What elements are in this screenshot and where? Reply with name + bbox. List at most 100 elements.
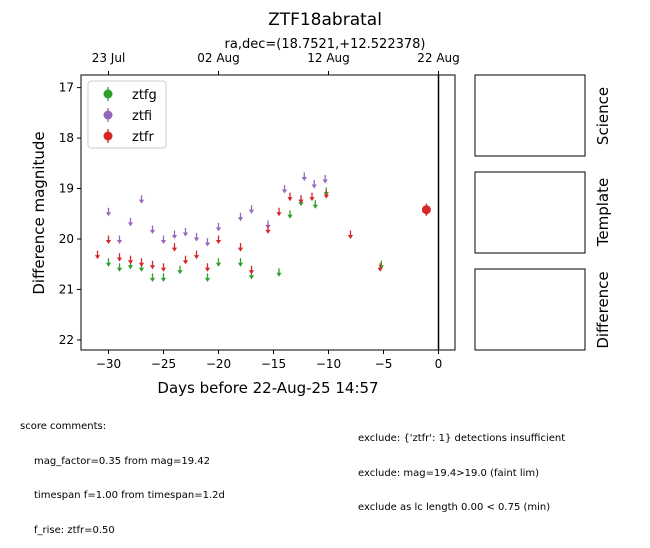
ztfi-limit-point xyxy=(116,235,123,245)
legend: ztfg ztfi ztfr xyxy=(87,80,167,149)
ztfr-detection-point xyxy=(421,205,431,215)
x-tick-label: −30 xyxy=(96,357,121,371)
x-tick-label: −5 xyxy=(375,357,393,371)
ztfr-limit-point xyxy=(105,235,112,245)
exclude-comment-line: exclude: {'ztfr': 1} detections insuffic… xyxy=(358,433,566,444)
ztfi-limit-point xyxy=(127,217,134,227)
ztfg-limit-point xyxy=(149,273,156,282)
exclude-comments: exclude: {'ztfr': 1} detections insuffic… xyxy=(358,410,565,525)
legend-item-ztfi: ztfi xyxy=(103,108,152,124)
ztfi-limit-point xyxy=(182,227,189,237)
ztfi-limit-point xyxy=(171,230,178,239)
top-axis-ticks: 23 Jul 02 Aug 12 Aug 22 Aug xyxy=(92,51,460,75)
y-tick-label: 21 xyxy=(59,282,74,296)
difference-label: Difference xyxy=(594,271,612,348)
top-tick-label: 23 Jul xyxy=(92,51,126,65)
ztfg-limit-point xyxy=(160,273,167,282)
top-tick-label: 22 Aug xyxy=(417,51,460,65)
y-tick-label: 22 xyxy=(59,333,74,347)
score-comments-heading: score comments: xyxy=(20,421,107,432)
ztfr-limit-point xyxy=(138,258,145,267)
legend-label: ztfr xyxy=(132,130,154,145)
ztfr-limit-point xyxy=(182,255,189,265)
ztfr-limit-point xyxy=(149,260,156,270)
plot-area: −30 −25 −20 −15 −10 −5 0 17 18 19 20 21 22 23 Jul 02… xyxy=(59,51,460,371)
ztfr-limit-point xyxy=(347,230,354,239)
y-tick-label: 17 xyxy=(59,81,74,95)
score-comments: score comments: mag_factor=0.35 from mag… xyxy=(20,398,225,548)
score-comment-line: f_rise: ztfr=0.50 xyxy=(34,524,115,536)
difference-panel xyxy=(474,268,586,351)
ztfi-limit-point xyxy=(160,235,167,245)
y-axis-ticks: 17 18 19 20 21 22 xyxy=(59,81,81,347)
data-marks xyxy=(94,172,431,282)
ztfr-limit-point xyxy=(248,265,255,275)
ztfr-limit-point xyxy=(298,195,304,204)
x-tick-label: 0 xyxy=(435,357,443,371)
template-label: Template xyxy=(594,178,612,247)
exclude-comment-line: exclude as lc length 0.00 < 0.75 (min) xyxy=(358,502,551,513)
x-tick-label: −20 xyxy=(206,357,231,371)
chart-subtitle: ra,dec=(18.7521,+12.522378) xyxy=(225,37,426,52)
ztfr-limit-point xyxy=(116,253,123,262)
ztfi-limit-point xyxy=(237,212,244,222)
ztfr-limit-point xyxy=(171,243,178,252)
legend-item-ztfr: ztfr xyxy=(103,129,154,145)
ztfi-limit-point xyxy=(204,238,211,247)
ztfi-limit-point xyxy=(311,180,317,189)
top-tick-label: 12 Aug xyxy=(307,51,350,65)
ztfi-limit-point xyxy=(248,205,255,214)
ztfg-limit-point xyxy=(312,200,318,209)
ztfi-limit-point xyxy=(215,222,222,232)
ztfr-limit-point xyxy=(204,263,211,272)
ztfr-limit-point xyxy=(276,207,282,217)
score-comment-line: mag_factor=0.35 from mag=19.42 xyxy=(34,455,211,467)
legend-label: ztfi xyxy=(132,109,152,124)
x-tick-label: −10 xyxy=(316,357,341,371)
legend-label: ztfg xyxy=(132,88,157,103)
chart-title: ZTF18abratal xyxy=(268,10,382,30)
ztfi-limit-point xyxy=(105,207,112,217)
x-axis-label: Days before 22-Aug-25 14:57 xyxy=(157,379,378,397)
ztfg-limit-point xyxy=(215,258,222,267)
ztfg-limit-point xyxy=(204,273,211,282)
x-tick-label: −25 xyxy=(151,357,176,371)
cutout-panels: Science Template Difference xyxy=(474,74,612,351)
ztfr-limit-point xyxy=(287,192,293,202)
x-tick-label: −15 xyxy=(261,357,286,371)
x-axis-ticks: −30 −25 −20 −15 −10 −5 0 xyxy=(96,350,442,371)
ztfr-limit-point xyxy=(265,225,271,234)
y-tick-label: 18 xyxy=(59,131,74,145)
top-tick-label: 02 Aug xyxy=(197,51,240,65)
ztfr-limit-point xyxy=(377,263,383,272)
y-tick-label: 20 xyxy=(59,232,74,246)
ztfg-limit-point xyxy=(105,258,112,267)
score-comment-line: timespan f=1.00 from timespan=1.2d xyxy=(34,490,225,501)
ztfi-limit-point xyxy=(193,232,200,242)
plot-frame xyxy=(80,74,456,351)
ztfr-limit-point xyxy=(193,250,200,260)
ztfr-limit-point xyxy=(94,250,101,260)
ztfr-limit-point xyxy=(323,190,329,199)
ztfg-limit-point xyxy=(237,258,244,267)
template-panel xyxy=(474,171,586,254)
ztfg-limit-point xyxy=(116,263,123,272)
ztfr-limit-point xyxy=(237,243,244,252)
legend-item-ztfg: ztfg xyxy=(103,87,157,103)
ztfg-limit-point xyxy=(276,268,282,277)
y-tick-label: 19 xyxy=(59,182,74,196)
ztfr-limit-point xyxy=(127,255,134,265)
ztfi-limit-point xyxy=(281,185,288,194)
ztfr-limit-point xyxy=(160,263,167,272)
ztfg-limit-point xyxy=(287,210,293,219)
science-panel xyxy=(474,74,586,157)
ztfi-limit-point xyxy=(301,172,307,181)
figure: ZTF18abratal ra,dec=(18.7521,+12.522378)… xyxy=(30,10,612,397)
science-label: Science xyxy=(594,87,612,145)
y-axis-label: Difference magnitude xyxy=(30,131,48,294)
ztfr-limit-point xyxy=(215,235,222,245)
exclude-comment-line: exclude: mag=19.4>19.0 (faint lim) xyxy=(358,467,540,479)
ztfi-limit-point xyxy=(149,225,156,234)
ztfg-limit-point xyxy=(177,265,183,275)
ztfr-limit-point xyxy=(309,192,315,202)
